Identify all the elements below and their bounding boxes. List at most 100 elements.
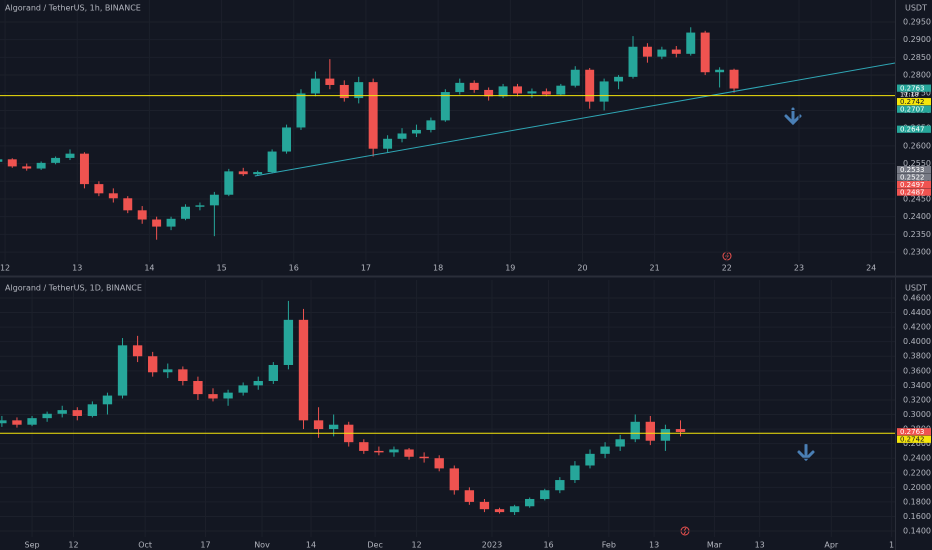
candle-body (628, 46, 638, 77)
candle-body (339, 84, 349, 99)
price-tag-label: 0.2533 (900, 166, 925, 174)
price-tag-label: 0.2497 (900, 181, 925, 189)
candle-body (570, 465, 580, 481)
candle-body (556, 85, 566, 95)
candle-body (657, 49, 667, 57)
price-tag (897, 125, 931, 133)
candle-body (671, 49, 681, 54)
candle-body (209, 194, 219, 206)
candle-body (383, 138, 393, 149)
y-tick-label: 0.4200 (903, 323, 931, 332)
candle-body (296, 93, 306, 128)
candle-body (660, 429, 671, 441)
candle-body (253, 381, 263, 386)
candle-body (469, 82, 479, 90)
candle-body (310, 78, 320, 94)
x-tick-label: Feb (602, 541, 616, 550)
y-tick-label: 0.2300 (903, 248, 931, 257)
candle-body (419, 456, 429, 459)
price-tag-label: 0.2647 (900, 126, 925, 134)
candle-body (148, 356, 158, 373)
x-tick-label: Dec (367, 541, 382, 550)
x-tick-label: 12 (68, 541, 78, 550)
price-tag-label: 0.2763 (900, 84, 925, 92)
x-tick-label: 12 (0, 264, 10, 273)
down-arrow (797, 443, 815, 462)
y-tick-label: 0.2400 (903, 454, 931, 463)
x-tick-label: Nov (254, 541, 270, 550)
x-tick-label: 22 (722, 264, 732, 273)
candle-body (27, 418, 37, 425)
candle-body (102, 395, 113, 405)
candle-body (328, 424, 339, 430)
y-tick-label: 0.2400 (903, 212, 931, 221)
candle-body (12, 420, 22, 425)
candle-body (359, 442, 369, 451)
candle-body (313, 420, 324, 430)
candle-body (87, 404, 98, 416)
x-tick-label: Oct (138, 541, 152, 550)
candle-body (181, 206, 190, 219)
y-tick-label: 0.2200 (903, 468, 931, 477)
x-tick-label: 16 (289, 264, 299, 273)
price-tag-label: 0.2742 (900, 436, 925, 444)
candle-body (22, 166, 32, 169)
price-tag (897, 98, 931, 106)
candle-body (715, 69, 725, 73)
candle-body (36, 162, 46, 169)
candle-body (540, 490, 550, 499)
y-tick-label: 0.2950 (903, 17, 931, 26)
candle-body (132, 345, 143, 357)
x-tick-label: 13 (755, 541, 765, 550)
candle-body (108, 193, 118, 199)
candle-body (729, 69, 739, 89)
y-tick-label: 0.2600 (903, 141, 931, 150)
candle-body (397, 133, 407, 139)
y-tick-label: 0.3200 (903, 395, 931, 404)
y-tick-label: 0.2350 (903, 230, 931, 239)
x-tick-label: 12 (411, 541, 421, 550)
candle-body (498, 86, 508, 97)
y-tick-label: 0.1400 (903, 527, 931, 536)
candle-body (193, 381, 203, 395)
y-tick-label: 0.3800 (903, 352, 931, 361)
price-tag (897, 173, 931, 181)
candle-body (555, 480, 565, 491)
candle-body (123, 198, 133, 211)
candle-body (208, 394, 218, 399)
candle-body (479, 501, 490, 510)
x-tick-label: 17 (200, 541, 210, 550)
x-tick-label: 14 (306, 541, 316, 550)
candle-body (57, 410, 67, 414)
candle-body (645, 421, 656, 441)
candle-body (0, 420, 7, 424)
candle-body (178, 369, 188, 382)
x-tick-label: 16 (543, 541, 553, 550)
price-tag (897, 428, 931, 436)
y-tick-label: 0.2750 (903, 88, 931, 97)
candle-body (389, 449, 399, 453)
candle-body (283, 319, 294, 365)
x-tick-label: 17 (361, 264, 371, 273)
x-tick-label: 15 (216, 264, 226, 273)
candle-body (426, 120, 436, 130)
x-tick-label: 19 (505, 264, 515, 273)
chart-title: Algorand / TetherUS, 1D, BINANCE (5, 284, 142, 293)
x-tick-label: 2023 (482, 541, 502, 550)
price-tag (897, 180, 931, 189)
chart-title: Algorand / TetherUS, 1h, BINANCE (5, 4, 141, 13)
candle-body (298, 319, 309, 421)
candle-body (325, 78, 335, 85)
y-tick-label: 0.2900 (903, 35, 931, 44)
y-tick-label: 0.4000 (903, 337, 931, 346)
x-tick-label: Sep (25, 541, 40, 550)
candle-body (163, 369, 173, 373)
candle-body (195, 205, 205, 207)
candle-body (527, 91, 537, 94)
candle-body (94, 184, 104, 194)
countdown-label: 11:18 (900, 91, 919, 99)
candle-body (166, 218, 176, 227)
x-tick-label: Mar (707, 541, 723, 550)
y-tick-label: 0.2600 (903, 439, 931, 448)
